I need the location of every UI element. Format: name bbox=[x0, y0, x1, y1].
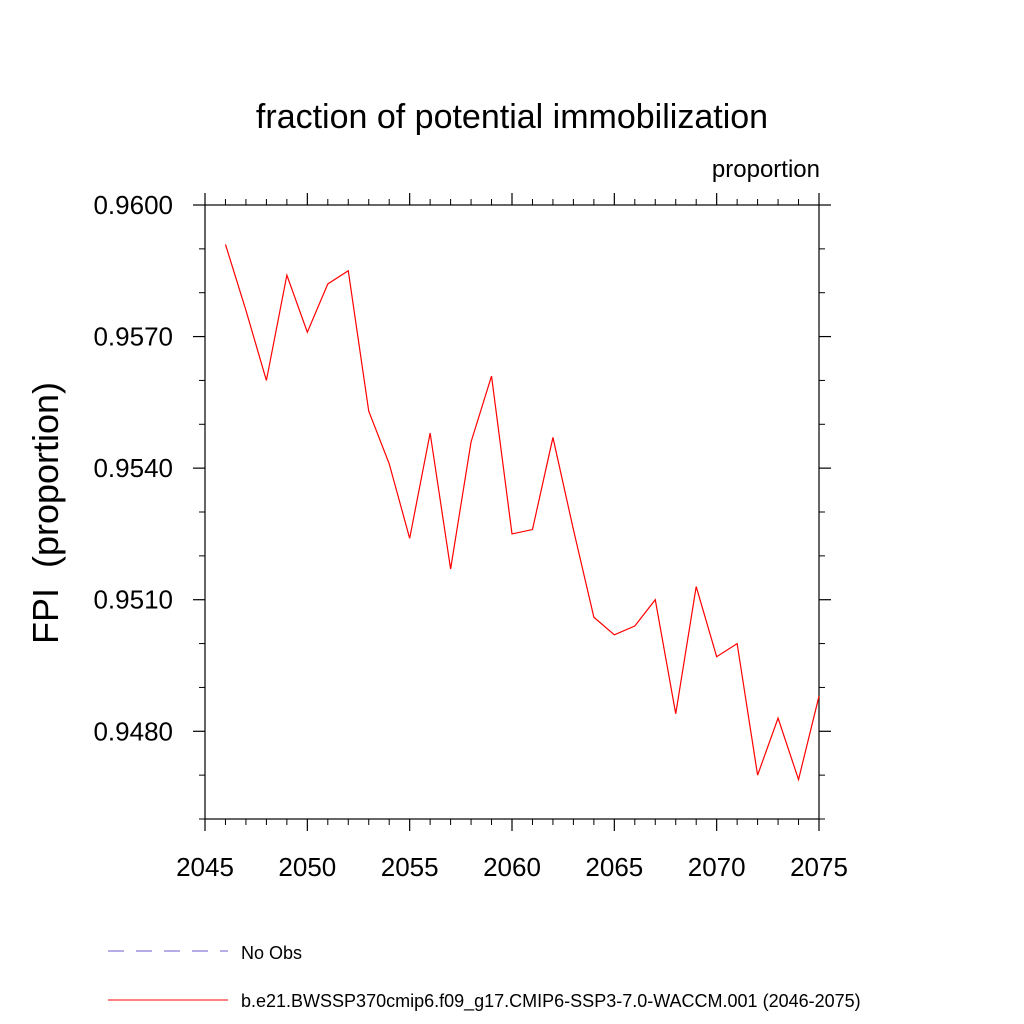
series-line bbox=[224, 244, 820, 782]
y-tick-label: 0.9480 bbox=[93, 716, 173, 746]
x-tick-label: 2060 bbox=[483, 852, 541, 882]
x-tick-label: 2045 bbox=[176, 852, 234, 882]
axis-ticks: 2045 2050 2055 2060 2065 2070 2075 0.9480 0.9510… bbox=[93, 190, 847, 882]
x-tick-label: 2075 bbox=[790, 852, 848, 882]
x-tick-label: 2070 bbox=[688, 852, 746, 882]
x-tick-label: 2055 bbox=[381, 852, 439, 882]
y-tick-label: 0.9600 bbox=[93, 190, 173, 220]
legend-label-model-run: b.e21.BWSSP370cmip6.f09_g17.CMIP6-SSP3-7… bbox=[241, 991, 861, 1011]
series-lines bbox=[224, 244, 820, 782]
chart-title: fraction of potential immobilization bbox=[255, 98, 769, 136]
x-tick-label: 2065 bbox=[585, 852, 643, 882]
x-tick-label: 2050 bbox=[278, 852, 336, 882]
y-tick-label: 0.9540 bbox=[93, 453, 173, 483]
units-label: proportion bbox=[711, 156, 820, 183]
plot-frame bbox=[204, 204, 820, 820]
y-tick-label: 0.9510 bbox=[93, 585, 173, 615]
legend bbox=[108, 950, 228, 1001]
y-tick-label: 0.9570 bbox=[93, 322, 173, 352]
legend-label-no-obs: No Obs bbox=[241, 943, 303, 963]
